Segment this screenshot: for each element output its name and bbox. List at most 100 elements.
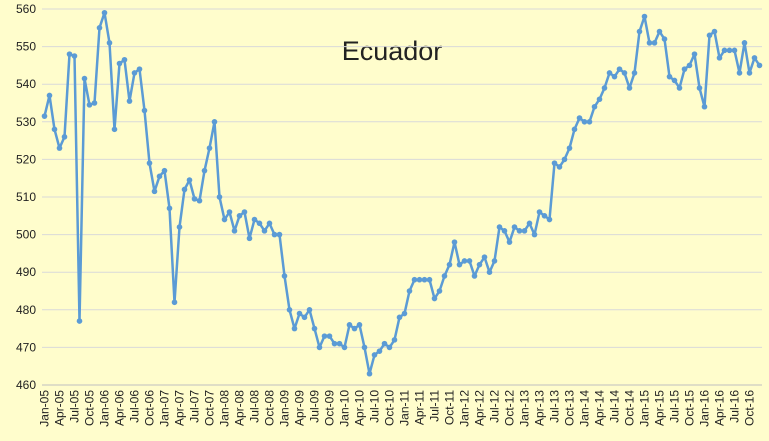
data-point — [266, 220, 273, 227]
data-point — [351, 325, 358, 332]
data-point — [321, 333, 328, 339]
x-tick-label: Jan-11 — [398, 390, 412, 426]
x-tick-label: Jan-09 — [278, 390, 292, 427]
y-tick-label: 510 — [16, 190, 36, 204]
x-tick-label: Jul-08 — [248, 390, 262, 423]
data-point — [276, 231, 283, 238]
data-point — [576, 115, 583, 121]
data-point — [586, 119, 593, 125]
data-point — [646, 40, 653, 46]
data-point — [736, 70, 743, 76]
data-point — [236, 213, 243, 219]
data-point — [481, 254, 488, 260]
data-point — [756, 62, 763, 69]
x-tick-label: Jul-06 — [128, 390, 142, 423]
x-tick-label: Jan-08 — [218, 390, 232, 427]
data-point — [131, 70, 138, 76]
x-tick-label: Apr-16 — [713, 390, 727, 426]
x-tick-label: Apr-09 — [293, 390, 307, 426]
data-point — [286, 307, 293, 313]
data-point — [246, 235, 253, 242]
x-tick-label: Oct-05 — [83, 390, 97, 426]
data-point — [701, 103, 708, 110]
x-tick-label: Jan-15 — [638, 390, 652, 427]
x-tick-label: Oct-09 — [323, 390, 337, 426]
data-point — [531, 231, 538, 238]
data-point — [686, 62, 693, 69]
x-tick-label: Jul-12 — [488, 390, 502, 423]
data-point — [86, 102, 93, 108]
data-point — [456, 261, 463, 268]
x-tick-label: Jan-05 — [38, 390, 52, 427]
y-tick-label: 500 — [16, 228, 36, 242]
data-point — [106, 40, 113, 46]
data-point — [51, 126, 58, 133]
data-point — [381, 340, 388, 347]
data-point — [616, 66, 623, 72]
x-tick-label: Apr-05 — [53, 390, 67, 426]
x-tick-label: Jul-16 — [728, 390, 742, 423]
data-point — [231, 228, 238, 234]
data-point — [651, 40, 658, 46]
y-tick-label: 460 — [16, 378, 36, 392]
x-tick-label: Oct-06 — [143, 390, 157, 426]
data-point — [446, 261, 453, 268]
x-tick-label: Jul-15 — [668, 390, 682, 423]
data-point — [356, 322, 363, 328]
x-tick-label: Oct-15 — [683, 390, 697, 426]
data-point — [341, 344, 348, 351]
x-tick-label: Apr-07 — [173, 390, 187, 426]
data-point — [391, 337, 398, 343]
data-point — [306, 307, 313, 313]
data-point — [96, 25, 103, 31]
data-point — [506, 239, 513, 245]
data-point — [121, 56, 128, 63]
data-point — [741, 40, 748, 46]
x-tick-label: Jan-12 — [458, 390, 472, 427]
data-point — [221, 216, 228, 223]
data-point — [41, 113, 48, 119]
data-point — [671, 77, 678, 84]
data-point — [696, 85, 703, 91]
data-point — [636, 28, 643, 35]
y-tick-label: 470 — [16, 340, 36, 354]
data-point — [656, 28, 663, 35]
data-point — [211, 119, 218, 125]
data-point — [731, 47, 738, 54]
data-point — [541, 213, 548, 219]
data-point — [376, 348, 383, 354]
data-point — [116, 60, 123, 67]
data-point — [256, 220, 263, 227]
data-point — [606, 70, 613, 76]
data-line — [43, 11, 761, 375]
x-tick-label: Jul-09 — [308, 390, 322, 423]
x-tick-label: Apr-12 — [473, 390, 487, 426]
data-point — [296, 310, 303, 317]
data-point — [411, 276, 418, 283]
data-point — [151, 188, 158, 195]
data-point — [746, 70, 753, 76]
data-point — [591, 103, 598, 110]
data-point — [326, 333, 333, 339]
data-point — [146, 160, 153, 166]
x-tick-label: Jan-10 — [338, 390, 352, 427]
x-tick-label: Jan-06 — [98, 390, 112, 427]
y-tick-label: 490 — [16, 265, 36, 279]
data-point — [66, 51, 73, 57]
data-point — [366, 370, 373, 377]
data-point — [681, 66, 688, 72]
x-tick-label: Jul-07 — [188, 390, 202, 423]
data-point — [156, 173, 163, 180]
data-point — [521, 228, 528, 234]
chart-title: Ecuador — [342, 36, 443, 66]
data-point — [596, 96, 603, 103]
data-point — [486, 269, 493, 276]
data-point — [181, 186, 188, 193]
data-point — [281, 273, 288, 279]
data-point — [661, 36, 668, 42]
data-point — [711, 28, 718, 35]
x-tick-label: Jan-14 — [578, 390, 592, 427]
y-tick-label: 550 — [16, 40, 36, 54]
data-point — [76, 318, 83, 324]
